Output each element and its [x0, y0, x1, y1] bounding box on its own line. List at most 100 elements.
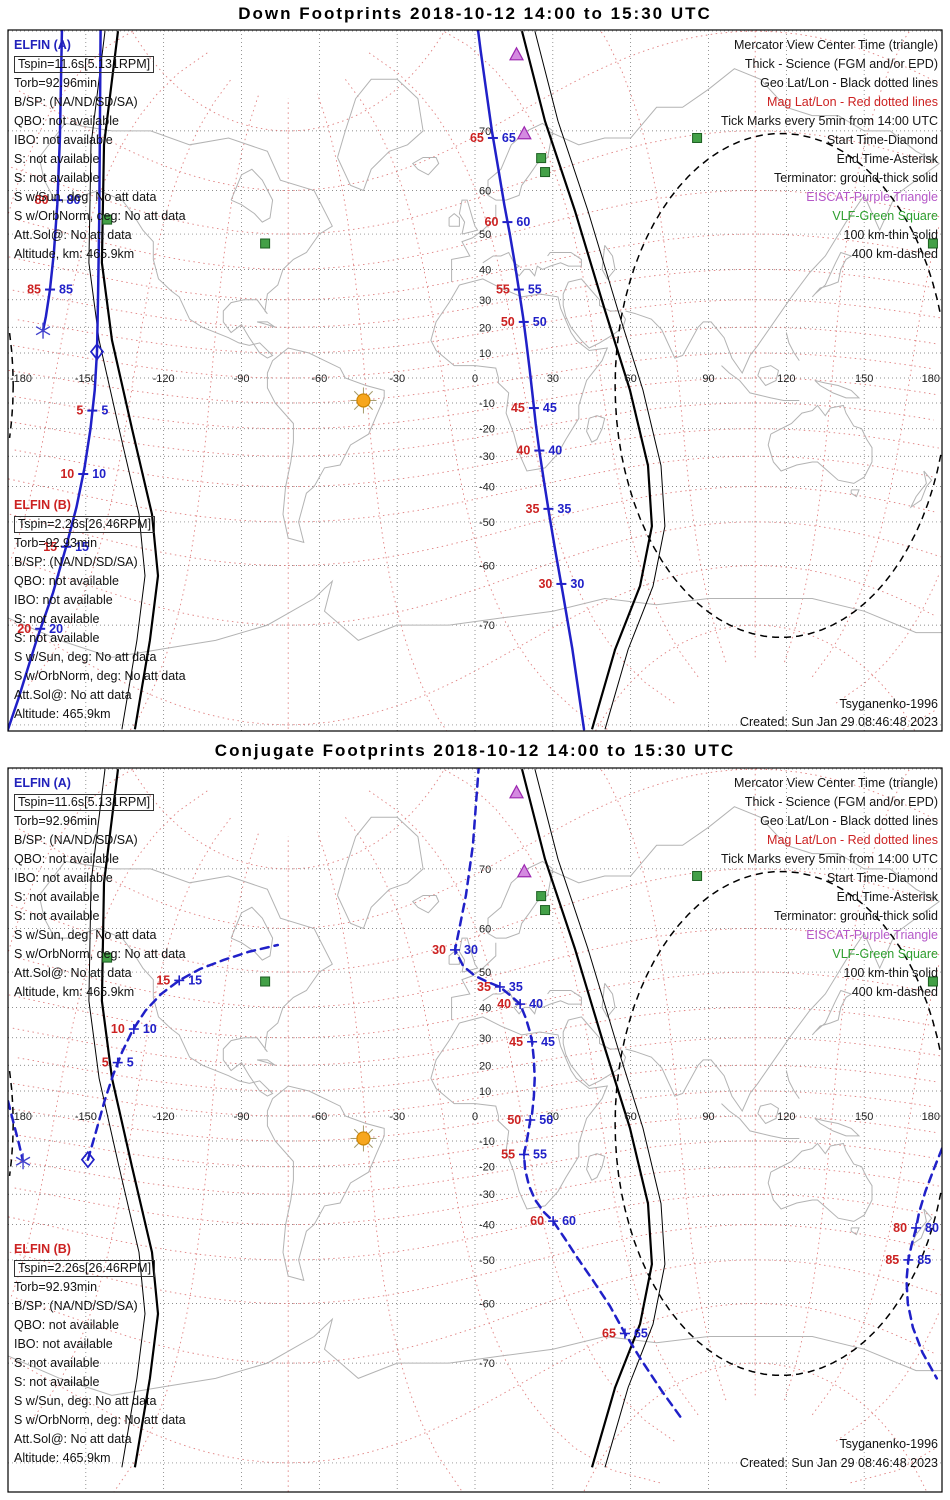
- lon-label: -180: [10, 1111, 32, 1123]
- tick-label-elfin-b: 40: [497, 997, 511, 1011]
- vlf-square-icon: [540, 167, 551, 178]
- vlf-square-icon: [540, 905, 551, 916]
- end-time-asterisk-icon: [35, 326, 51, 336]
- vlf-square-icon: [260, 976, 271, 987]
- sun-ray-icon: [368, 1128, 373, 1134]
- mag-grid: [8, 30, 942, 731]
- trajectory-segment: [476, 30, 586, 731]
- tick-label-elfin-b: 50: [507, 1113, 521, 1127]
- tick-label-elfin-a: 35: [509, 980, 523, 994]
- lon-label: 30: [547, 1111, 559, 1123]
- tick-label-elfin-b: 15: [43, 540, 57, 554]
- tick-label-elfin-a: 20: [49, 622, 63, 636]
- vlf-square-icon: [536, 891, 547, 902]
- vlf-square-icon: [260, 238, 271, 249]
- lon-label: 60: [625, 1111, 637, 1123]
- map-symbols: [35, 46, 938, 414]
- lat-label: 30: [479, 295, 491, 307]
- terminator-ground-thick: [520, 768, 654, 1468]
- lat-label: 60: [479, 923, 491, 935]
- lon-label: 120: [777, 373, 795, 385]
- trajectory-footprints: [8, 768, 942, 1422]
- tick-label-elfin-b: 55: [496, 283, 510, 297]
- tick-label-elfin-a: 50: [533, 315, 547, 329]
- tick-label-elfin-b: 5: [102, 1056, 109, 1070]
- lat-label: 50: [479, 229, 491, 241]
- vlf-square-icon: [927, 238, 938, 249]
- lat-label: -10: [479, 1136, 495, 1148]
- lon-label: 150: [855, 1111, 873, 1123]
- lon-label: -60: [311, 373, 327, 385]
- tick-label-elfin-b: 60: [530, 1214, 544, 1228]
- eiscat-triangle-icon: [516, 863, 532, 878]
- lon-label: 60: [625, 373, 637, 385]
- lon-label: 0: [472, 373, 478, 385]
- lat-label: 10: [479, 348, 491, 360]
- lon-label: 180: [922, 1111, 940, 1123]
- lat-label: -10: [479, 398, 495, 410]
- map-border: [7, 767, 943, 1493]
- map-panel-down: -180 -150 -120 -90 -60 -30 0 30 60 90 120 150 180706…: [8, 30, 942, 731]
- tick-label-elfin-b: 45: [511, 401, 525, 415]
- lon-label: 30: [547, 373, 559, 385]
- lat-label: 20: [479, 322, 491, 334]
- trajectory-segment: [905, 1147, 942, 1380]
- lat-label: 20: [479, 1060, 491, 1072]
- sun-ray-icon: [353, 1128, 359, 1134]
- vlf-square-icon: [102, 214, 113, 225]
- lon-label: 150: [855, 373, 873, 385]
- lat-label: 70: [479, 864, 491, 876]
- terminator-ground-thick: [100, 768, 160, 1468]
- terminator-curves: [8, 30, 942, 730]
- tick-label-elfin-a: 60: [562, 1214, 576, 1228]
- tick-label-elfin-b: 10: [111, 1022, 125, 1036]
- sun-ray-icon: [368, 1143, 373, 1149]
- lat-label: -40: [479, 1220, 495, 1232]
- tick-label-elfin-b: 30: [432, 943, 446, 957]
- lat-label: -60: [479, 561, 495, 573]
- lat-label: -50: [479, 1255, 495, 1267]
- geo-grid: [8, 768, 942, 1492]
- lat-label: 50: [479, 967, 491, 979]
- lat-label: 40: [479, 1002, 491, 1014]
- lon-label: -120: [153, 1111, 175, 1123]
- terminator-100km-thin: [534, 30, 666, 730]
- tick-label-elfin-a: 15: [75, 540, 89, 554]
- tick-label-elfin-a: 45: [541, 1035, 555, 1049]
- tick-label-elfin-a: 40: [548, 444, 562, 458]
- lon-label: 0: [472, 1111, 478, 1123]
- tick-label-elfin-b: 5: [76, 404, 83, 418]
- lon-label: -90: [234, 1111, 250, 1123]
- vlf-square-icon: [692, 870, 703, 881]
- tick-label-elfin-a: 15: [188, 973, 202, 987]
- lon-label: -120: [153, 373, 175, 385]
- tick-label-elfin-b: 85: [27, 283, 41, 297]
- tick-label-elfin-b: 45: [509, 1035, 523, 1049]
- terminator-ground-thick: [100, 30, 160, 730]
- tick-label-elfin-b: 20: [17, 622, 31, 636]
- trajectory-segment: [41, 30, 64, 332]
- sun-ray-icon: [353, 405, 359, 411]
- panel1-title: Down Footprints 2018-10-12 14:00 to 15:3…: [238, 4, 712, 23]
- trajectory-segment: [8, 1099, 25, 1163]
- sun-ray-icon: [368, 390, 373, 396]
- coastlines: [8, 806, 942, 1396]
- tick-label-elfin-a: 35: [557, 502, 571, 516]
- tick-label-elfin-b: 80: [893, 1221, 907, 1235]
- vlf-square-icon: [927, 976, 938, 987]
- tick-label-elfin-a: 65: [634, 1326, 648, 1340]
- geo-labels: -180 -150 -120 -90 -60 -30 0 30 60 90 120 150 180706…: [10, 126, 940, 632]
- lon-label: 180: [922, 373, 940, 385]
- lon-label: -60: [311, 1111, 327, 1123]
- panel2-title: Conjugate Footprints 2018-10-12 14:00 to…: [214, 741, 736, 760]
- lat-label: -20: [479, 1162, 495, 1174]
- tick-label-elfin-a: 30: [570, 577, 584, 591]
- lon-label: 90: [702, 1111, 714, 1123]
- tick-label-elfin-a: 10: [143, 1022, 157, 1036]
- tick-label-elfin-b: 65: [602, 1326, 616, 1340]
- sun-icon: [356, 1131, 371, 1146]
- lat-label: -50: [479, 517, 495, 529]
- trajectory-segment: [86, 943, 280, 1161]
- lon-label: -30: [389, 1111, 405, 1123]
